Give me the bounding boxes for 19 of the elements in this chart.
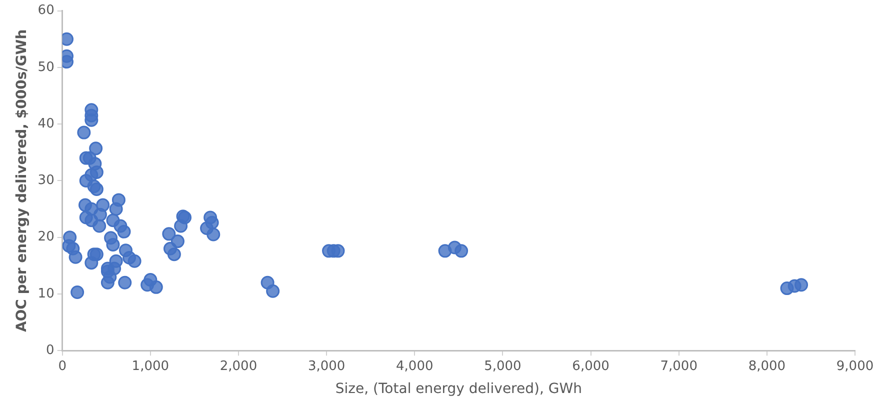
x-tick-label: 7,000 <box>660 358 698 374</box>
x-tick-label: 2,000 <box>220 358 258 374</box>
x-tick-label: 0 <box>58 358 66 374</box>
x-tick-label: 9,000 <box>836 358 874 374</box>
y-tick-label: 40 <box>38 116 54 132</box>
x-tick-label: 1,000 <box>132 358 170 374</box>
x-tick-label: 4,000 <box>396 358 434 374</box>
x-tick-label: 8,000 <box>748 358 786 374</box>
y-tick-label: 10 <box>38 286 54 302</box>
y-tick-label: 20 <box>38 230 54 245</box>
y-tick-label: 0 <box>46 342 54 358</box>
x-tick-label: 6,000 <box>572 358 610 374</box>
x-tick-label: 5,000 <box>484 358 522 374</box>
y-tick-label: 50 <box>38 60 54 75</box>
x-tick-label: 3,000 <box>308 358 346 374</box>
x-axis-title: Size, (Total energy delivered), GWh <box>335 381 582 398</box>
y-axis-title: AOC per energy delivered, $000s/GWh <box>14 29 30 332</box>
y-tick-label: 30 <box>38 173 54 188</box>
y-tick-label: 60 <box>38 3 54 18</box>
